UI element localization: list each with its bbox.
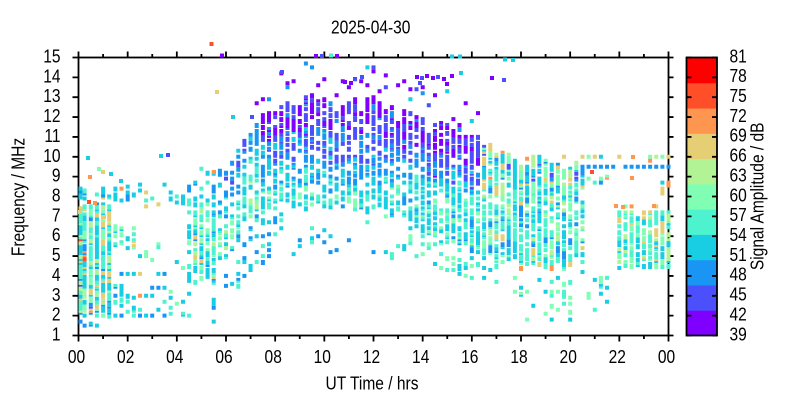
svg-text:78: 78	[730, 66, 747, 87]
svg-text:3: 3	[52, 285, 61, 306]
svg-text:54: 54	[730, 225, 747, 246]
svg-text:12: 12	[43, 106, 60, 127]
svg-text:08: 08	[265, 347, 282, 368]
svg-text:48: 48	[730, 264, 747, 285]
svg-text:02: 02	[117, 347, 134, 368]
svg-text:Frequency / MHz: Frequency / MHz	[8, 138, 29, 256]
svg-text:00: 00	[68, 347, 85, 368]
svg-text:Signal Amplitude / dB: Signal Amplitude / dB	[747, 122, 768, 270]
svg-text:57: 57	[730, 205, 747, 226]
svg-text:14: 14	[412, 347, 429, 368]
svg-text:10: 10	[43, 146, 60, 167]
svg-text:06: 06	[215, 347, 232, 368]
svg-text:8: 8	[52, 185, 61, 206]
svg-text:6: 6	[52, 225, 61, 246]
svg-text:00: 00	[658, 347, 675, 368]
svg-text:75: 75	[730, 86, 747, 107]
svg-text:60: 60	[730, 185, 747, 206]
svg-text:81: 81	[730, 46, 747, 67]
svg-text:22: 22	[609, 347, 626, 368]
svg-text:2: 2	[52, 304, 61, 325]
svg-text:20: 20	[560, 347, 577, 368]
svg-text:63: 63	[730, 165, 747, 186]
svg-text:66: 66	[730, 145, 747, 166]
svg-text:11: 11	[44, 126, 60, 147]
svg-text:45: 45	[730, 284, 747, 305]
svg-text:04: 04	[166, 347, 183, 368]
svg-text:14: 14	[43, 66, 60, 87]
svg-text:18: 18	[510, 347, 527, 368]
svg-text:16: 16	[461, 347, 478, 368]
svg-text:69: 69	[730, 125, 747, 146]
svg-text:15: 15	[43, 46, 60, 67]
svg-text:1: 1	[52, 324, 61, 345]
svg-text:4: 4	[52, 265, 61, 286]
svg-text:2025-04-30: 2025-04-30	[331, 17, 410, 38]
svg-text:5: 5	[52, 245, 61, 266]
svg-text:UT Time / hrs: UT Time / hrs	[326, 373, 419, 394]
svg-text:51: 51	[730, 245, 747, 266]
svg-text:13: 13	[43, 86, 60, 107]
svg-text:12: 12	[363, 347, 380, 368]
svg-text:42: 42	[730, 304, 747, 325]
svg-text:72: 72	[730, 106, 747, 127]
svg-text:39: 39	[730, 324, 747, 345]
svg-text:10: 10	[314, 347, 331, 368]
svg-text:9: 9	[52, 165, 61, 186]
svg-text:7: 7	[52, 205, 61, 226]
